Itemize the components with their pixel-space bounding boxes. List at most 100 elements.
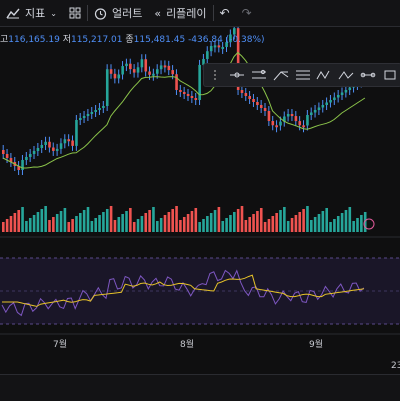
candle-body — [79, 118, 82, 120]
replay-button[interactable]: « 리플레이 — [148, 0, 212, 26]
candle-body — [132, 69, 136, 73]
candle-body — [175, 74, 178, 90]
indicators-icon — [6, 8, 20, 19]
candle-body — [2, 150, 5, 154]
candle-body — [263, 108, 267, 111]
candle-body — [294, 116, 298, 122]
candle-body — [163, 65, 167, 68]
volume-bar — [225, 218, 228, 232]
low-value: 115,217.01 — [70, 35, 123, 45]
horizontal-ray-tool[interactable] — [226, 64, 248, 86]
candle-body — [233, 28, 236, 35]
volume-bar — [348, 207, 352, 232]
candle-body — [25, 157, 28, 160]
volume-bar — [163, 215, 167, 232]
candle-body — [221, 46, 225, 49]
volume-bar — [152, 207, 155, 232]
volume-bar — [333, 219, 336, 232]
top-toolbar: 지표 ⌄ 얼러트 « 리플레이 ↶ ↷ — [0, 0, 400, 27]
volume-bar — [79, 213, 82, 232]
candle-body — [279, 121, 282, 126]
volume-bar — [13, 213, 17, 232]
volume-bar — [121, 214, 124, 232]
candle-body — [259, 105, 263, 108]
candle-body — [5, 154, 9, 158]
redo-button[interactable]: ↷ — [236, 0, 258, 26]
volume-bar — [198, 222, 201, 232]
volume-bar — [17, 210, 20, 232]
volume-bar — [213, 210, 217, 232]
close-value: 115,481.45 — [133, 35, 186, 45]
candle-body — [186, 94, 190, 96]
candle-body — [140, 59, 144, 68]
volume-bar — [313, 217, 317, 232]
indicators-button[interactable]: 지표 ⌄ — [0, 0, 63, 26]
volume-bar — [275, 213, 278, 232]
volume-bar — [317, 214, 321, 232]
candle-body — [202, 58, 205, 65]
candle-body — [179, 90, 182, 92]
abc-pattern-tool[interactable] — [335, 64, 357, 86]
volume-bar — [144, 213, 148, 232]
apps-grid-icon — [69, 7, 81, 19]
candle-body — [121, 66, 124, 75]
volume-bar — [94, 218, 97, 232]
candle-body — [75, 120, 78, 146]
apps-grid-button[interactable] — [63, 0, 87, 26]
rectangle-tool[interactable] — [379, 64, 400, 86]
volume-bar — [117, 217, 121, 232]
alerts-button[interactable]: 얼러트 — [88, 0, 148, 26]
volume-bar — [109, 206, 113, 232]
change-value: -436.84 (-0.38%) — [188, 35, 265, 45]
candle-body — [105, 69, 109, 106]
volume-bar — [202, 219, 205, 232]
volume-bar — [55, 214, 59, 232]
candle-body — [113, 73, 117, 79]
rsi-line — [1, 269, 365, 317]
candle-body — [244, 93, 248, 96]
candle-body — [102, 106, 105, 108]
pitchfork-tool[interactable] — [270, 64, 292, 86]
volume-bar — [167, 212, 171, 232]
candle-body — [59, 143, 63, 149]
candle-body — [252, 99, 255, 102]
undo-icon: ↶ — [219, 6, 230, 20]
indicators-label: 지표 — [25, 7, 46, 20]
volume-bar — [86, 207, 90, 232]
volume-bar — [63, 208, 67, 232]
channel-tool[interactable] — [292, 64, 314, 86]
parallel-lines-tool[interactable] — [248, 64, 270, 86]
candle-body — [190, 96, 194, 98]
abc-pattern-icon — [338, 71, 354, 80]
volume-bar — [244, 220, 248, 232]
path-tool[interactable] — [357, 64, 379, 86]
time-axis: 7월 8월 9월 — [0, 334, 400, 354]
candle-body — [213, 45, 217, 48]
volume-bar — [302, 209, 305, 232]
candle-body — [240, 90, 244, 93]
footer-bar: 23 — [0, 361, 400, 401]
undo-button[interactable]: ↶ — [214, 0, 236, 26]
volume-bar — [175, 206, 178, 232]
candle-body — [182, 92, 186, 94]
volume-bar — [356, 218, 359, 232]
candle-body — [290, 114, 294, 117]
rsi-ma-line — [2, 274, 364, 307]
chevron-down-icon: ⌄ — [50, 8, 57, 18]
volume-bar — [267, 219, 271, 232]
candle-body — [52, 147, 55, 151]
candle-body — [333, 97, 336, 100]
candle-body — [298, 121, 302, 126]
pitchfork-icon — [273, 71, 288, 81]
volume-bar — [271, 216, 275, 232]
zigzag-pattern-tool[interactable] — [313, 64, 335, 86]
volume-bar — [21, 207, 24, 232]
volume-bar — [344, 210, 348, 232]
volume-bar — [136, 219, 140, 232]
candle-body — [94, 110, 97, 112]
high-value: 116,165.19 — [8, 35, 60, 45]
volume-bar — [221, 221, 225, 232]
drag-handle[interactable] — [204, 64, 226, 86]
volume-bar — [98, 215, 101, 232]
